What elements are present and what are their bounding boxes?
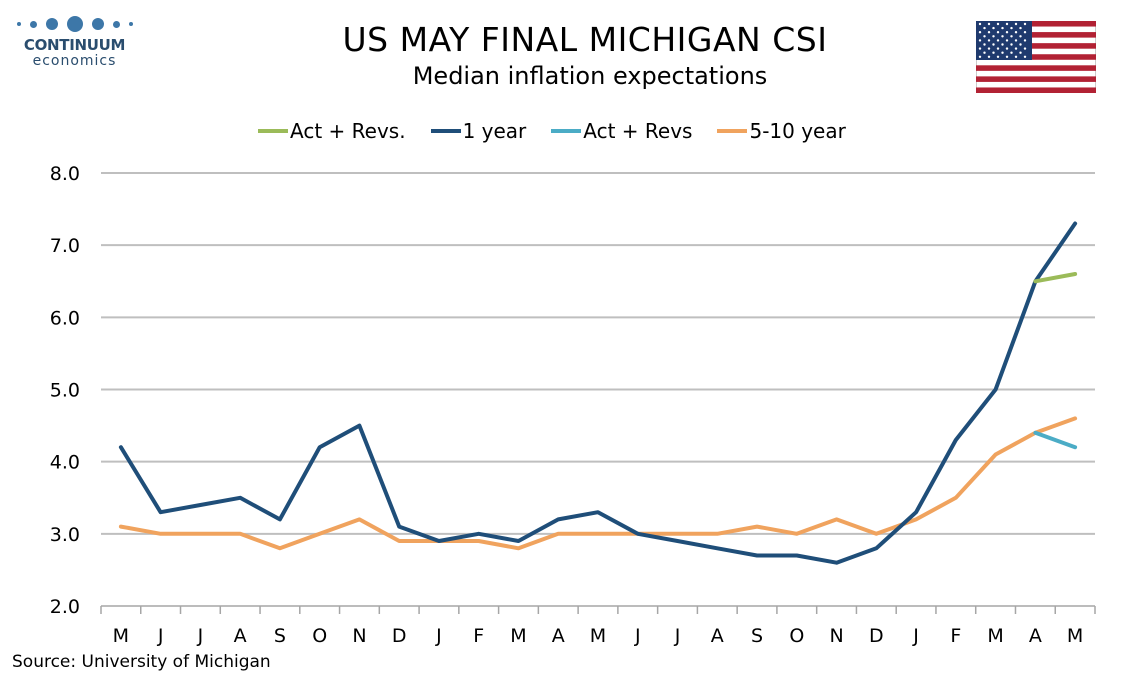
x-tick-label: F xyxy=(950,625,961,647)
x-tick-label: D xyxy=(869,625,884,647)
legend-label: Act + Revs. xyxy=(290,119,406,143)
source-note: Source: University of Michigan xyxy=(12,652,271,672)
series-line-5-10-year xyxy=(118,416,1078,551)
x-tick-label: S xyxy=(274,625,286,647)
y-tick-label: 7.0 xyxy=(50,235,80,257)
y-tick-label: 8.0 xyxy=(50,163,80,185)
gridlines xyxy=(101,172,1095,535)
chart-subtitle: Median inflation expectations xyxy=(412,62,768,90)
legend-item: Act + Revs xyxy=(551,119,692,143)
x-tick-label: N xyxy=(829,625,843,647)
x-tick-label: A xyxy=(1029,625,1042,647)
x-tick-label: O xyxy=(312,625,327,647)
x-tick-label: A xyxy=(711,625,724,647)
x-tick-label: J xyxy=(634,625,641,647)
x-tick-label: O xyxy=(789,625,804,647)
logo-dots-icon xyxy=(12,14,137,34)
x-tick-label: N xyxy=(352,625,366,647)
legend-swatch xyxy=(258,129,288,133)
y-axis-ticks: 2.0 3.0 4.0 5.0 6.0 7.0 8.0 xyxy=(50,163,80,618)
legend-item: 1 year xyxy=(430,119,527,143)
x-tick-label: M xyxy=(1067,625,1083,647)
x-tick-label: J xyxy=(197,625,204,647)
series-line-act-revs xyxy=(1033,272,1078,284)
legend-swatch xyxy=(717,129,748,133)
legend-label: 5-10 year xyxy=(749,119,846,143)
chart-legend: Act + Revs. 1 year Act + Revs 5-10 year xyxy=(258,119,871,143)
y-tick-label: 5.0 xyxy=(50,380,80,402)
x-tick-label: A xyxy=(552,625,565,647)
chart-title: US MAY FINAL MICHIGAN CSI xyxy=(342,20,828,59)
series-lines xyxy=(118,221,1078,565)
us-flag-icon xyxy=(976,21,1096,93)
logo-name: CONTINUUM xyxy=(23,36,126,54)
continuum-logo: CONTINUUM economics xyxy=(12,14,137,69)
y-tick-label: 2.0 xyxy=(50,596,80,618)
legend-swatch xyxy=(430,129,461,133)
legend-swatch xyxy=(551,129,582,133)
x-tick-label: F xyxy=(473,625,484,647)
x-tick-label: A xyxy=(234,625,247,647)
x-tick-label: M xyxy=(510,625,526,647)
y-tick-label: 4.0 xyxy=(50,452,80,474)
legend-item: Act + Revs. xyxy=(258,119,406,143)
logo-sub: economics xyxy=(32,53,117,69)
legend-label: Act + Revs xyxy=(583,119,693,143)
x-tick-label: D xyxy=(392,625,407,647)
x-tick-label: M xyxy=(590,625,606,647)
x-tick-label: J xyxy=(157,625,164,647)
series-line-act-revs xyxy=(1033,430,1078,450)
x-tick-label: J xyxy=(912,625,919,647)
x-tick-label: M xyxy=(113,625,129,647)
legend-item: 5-10 year xyxy=(717,119,846,143)
legend-label: 1 year xyxy=(462,119,527,143)
y-tick-label: 6.0 xyxy=(50,307,80,329)
x-tick-label: J xyxy=(674,625,681,647)
series-line-1-year xyxy=(118,221,1078,565)
y-tick-label: 3.0 xyxy=(50,524,80,546)
x-tick-label: S xyxy=(751,625,763,647)
x-tick-label: J xyxy=(435,625,442,647)
x-tick-label: M xyxy=(987,625,1003,647)
